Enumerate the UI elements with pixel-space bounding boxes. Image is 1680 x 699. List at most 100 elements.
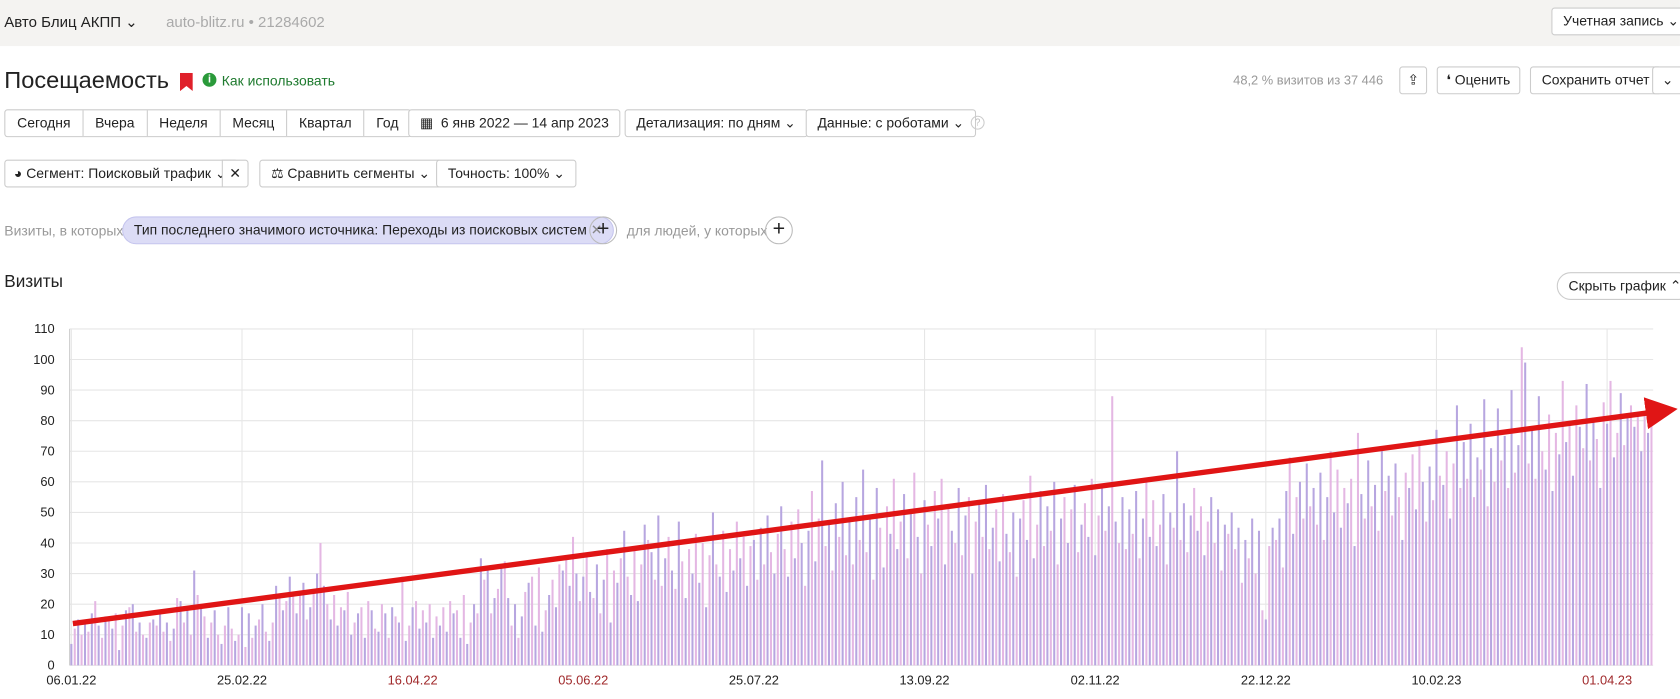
- bar: [1425, 521, 1428, 666]
- bar: [264, 631, 267, 666]
- compare-label[interactable]: Сравнить сегменты: [287, 164, 415, 182]
- bar: [974, 521, 977, 666]
- date-range[interactable]: ▦ 6 янв 2022 — 14 апр 2023: [408, 109, 621, 138]
- bar: [705, 607, 708, 666]
- bar: [408, 625, 411, 666]
- detail-label[interactable]: Детализация: по дням: [636, 114, 781, 131]
- bar: [626, 576, 629, 666]
- bar: [186, 610, 189, 666]
- bar: [319, 543, 322, 666]
- bar: [1414, 509, 1418, 666]
- bar: [83, 622, 87, 666]
- bar: [1619, 393, 1622, 666]
- export-button[interactable]: ⇪: [1399, 66, 1428, 95]
- hide-chart-label[interactable]: Скрыть график: [1568, 277, 1666, 294]
- bar: [452, 613, 455, 666]
- howto-link[interactable]: Как использовать: [221, 72, 336, 89]
- save-label[interactable]: Сохранить отчет: [1541, 71, 1650, 88]
- bookmark-icon[interactable]: [179, 72, 193, 92]
- bar: [1261, 610, 1264, 666]
- bar: [121, 625, 124, 666]
- bar: [1411, 454, 1414, 666]
- bar: [1049, 530, 1052, 666]
- bar: [210, 622, 213, 666]
- period-button[interactable]: Сегодня: [5, 110, 84, 137]
- period-button[interactable]: Вчера: [83, 110, 148, 137]
- save-menu[interactable]: ⌄: [1652, 66, 1680, 95]
- period-button[interactable]: Месяц: [221, 110, 288, 137]
- detail-select[interactable]: Детализация: по дням ⌄: [624, 109, 808, 138]
- bar: [582, 576, 585, 666]
- account-button[interactable]: Учетная запись ⌄: [1551, 7, 1680, 36]
- bar: [1213, 543, 1216, 666]
- hide-chart-button[interactable]: Скрыть график ⌃: [1556, 272, 1680, 300]
- accuracy-select[interactable]: Точность: 100% ⌄: [436, 159, 577, 188]
- bar: [1384, 491, 1387, 666]
- site-selector[interactable]: Авто Блиц АКПП ⌄: [4, 12, 138, 30]
- period-button[interactable]: Год: [376, 114, 399, 131]
- bar: [1145, 481, 1148, 666]
- help-icon[interactable]: ?: [970, 115, 985, 130]
- bar: [353, 622, 356, 666]
- segment-select[interactable]: ◕ Сегмент: Поисковый трафик ⌄: [4, 159, 237, 188]
- bar: [551, 579, 554, 666]
- bar: [1039, 491, 1042, 666]
- bar: [271, 622, 274, 666]
- bar: [742, 536, 745, 666]
- rate-label[interactable]: Оценить: [1454, 71, 1511, 88]
- robots-select[interactable]: Данные: с роботами ⌄: [805, 109, 976, 138]
- period-button[interactable]: Неделя: [147, 110, 221, 137]
- bar: [1128, 509, 1131, 666]
- bar: [87, 631, 90, 666]
- bar: [1155, 546, 1158, 666]
- bar: [1025, 539, 1028, 666]
- robots-label[interactable]: Данные: с роботами: [817, 114, 949, 131]
- filter-chip[interactable]: Тип последнего значимого источника: Пере…: [122, 216, 615, 245]
- add-people-filter[interactable]: +: [764, 216, 793, 245]
- bar: [759, 527, 762, 666]
- filter-chip-label[interactable]: Тип последнего значимого источника: Пере…: [133, 221, 587, 238]
- y-tick-label: 60: [40, 474, 54, 489]
- bar: [1561, 380, 1564, 666]
- bar: [933, 491, 936, 666]
- date-range-label[interactable]: 6 янв 2022 — 14 апр 2023: [440, 114, 609, 131]
- accuracy-label[interactable]: Точность: 100%: [447, 164, 550, 182]
- bar: [1500, 460, 1503, 666]
- bar: [848, 518, 851, 666]
- bar: [821, 460, 824, 666]
- account-label[interactable]: Учетная запись: [1563, 12, 1664, 29]
- segment-clear[interactable]: ✕: [221, 159, 249, 188]
- site-name[interactable]: Авто Блиц АКПП: [4, 12, 122, 30]
- bar: [254, 625, 257, 666]
- people-filter-label: для людей, у которых: [626, 222, 768, 239]
- bar: [797, 509, 800, 666]
- bar: [1394, 463, 1397, 666]
- bar: [1486, 506, 1489, 666]
- bar: [346, 591, 349, 666]
- bar: [281, 610, 284, 666]
- bar: [285, 601, 288, 666]
- bar: [578, 601, 581, 666]
- bar: [793, 558, 796, 666]
- bar: [1094, 555, 1097, 666]
- bar: [1575, 405, 1578, 666]
- bar: [1159, 524, 1162, 666]
- bar: [1111, 396, 1114, 666]
- bar: [899, 521, 902, 666]
- period-button[interactable]: Квартал: [287, 110, 365, 137]
- bar: [1462, 442, 1465, 666]
- rate-button[interactable]: ❛ Оценить: [1436, 66, 1520, 95]
- top-bar: [0, 0, 1680, 47]
- bar: [1339, 527, 1342, 666]
- compare-button[interactable]: ⚖ Сравнить сегменты ⌄: [259, 159, 442, 188]
- add-filter[interactable]: +: [589, 216, 618, 245]
- bar: [421, 610, 424, 666]
- bar: [711, 512, 714, 666]
- bar: [1346, 503, 1349, 666]
- save-button[interactable]: Сохранить отчет: [1529, 66, 1662, 95]
- bar: [1223, 524, 1226, 666]
- bar: [1066, 543, 1069, 666]
- segment-label[interactable]: Сегмент: Поисковый трафик: [26, 164, 211, 182]
- bar: [984, 484, 987, 666]
- bar: [1063, 497, 1066, 666]
